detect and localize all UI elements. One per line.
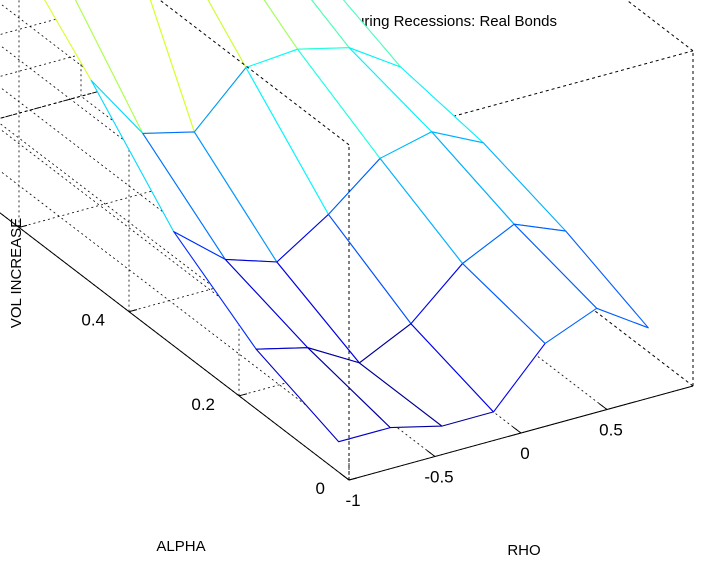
box-edge (159, 0, 350, 146)
x-tick (512, 426, 522, 434)
x-tick-label: -0.5 (424, 468, 453, 487)
x-tick (426, 450, 436, 457)
grid-line (0, 123, 436, 457)
surface-mesh (44, 0, 649, 443)
x-tick (340, 473, 350, 481)
y-tick (348, 477, 358, 481)
y-tick-label: 0 (316, 479, 325, 498)
y-tick-label: 0.2 (191, 395, 215, 414)
x-tick-label: 0.5 (599, 421, 623, 440)
y-tick-label: 0.4 (81, 311, 105, 330)
y-tick (128, 309, 138, 313)
surface-patch (513, 223, 649, 329)
x-tick-label: -1 (345, 491, 360, 510)
y-tick (238, 393, 248, 397)
x-axis-label: RHO (507, 542, 540, 559)
y-axis-label: ALPHA (156, 538, 205, 555)
x-tick (598, 403, 608, 410)
y-tick (18, 224, 28, 228)
z-axis-label: VOL INCREASE (8, 218, 25, 328)
tick-labels: 00.10.20.30.40.50.60.70.800.20.40.60.8-1… (18, 224, 623, 510)
x-tick-label: 0 (520, 444, 529, 463)
